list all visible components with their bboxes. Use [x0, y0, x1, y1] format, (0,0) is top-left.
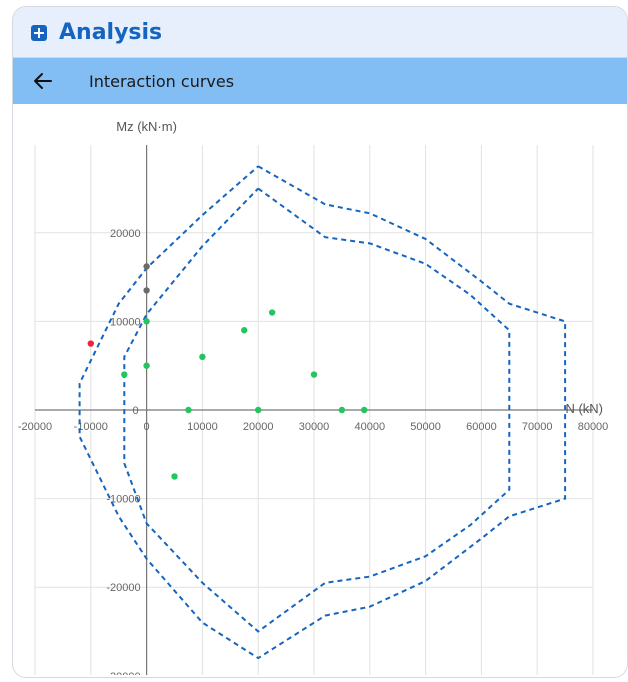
data-point [268, 309, 276, 316]
data-point [143, 263, 150, 270]
x-tick-label: 30000 [299, 421, 330, 433]
x-tick-label: 10000 [187, 421, 218, 433]
y-tick-label: 10000 [110, 316, 141, 328]
data-point [143, 362, 150, 369]
data-point [310, 371, 318, 378]
x-tick-label: 60000 [466, 421, 497, 433]
x-tick-label: -20000 [18, 421, 52, 433]
x-tick-label: 70000 [522, 421, 553, 433]
app-header: Analysis [13, 7, 627, 58]
y-tick-label: -30000 [106, 671, 140, 682]
data-point [143, 287, 150, 294]
y-tick-label: -20000 [106, 582, 140, 594]
x-tick-label: -10000 [74, 421, 108, 433]
x-tick-label: 20000 [243, 421, 274, 433]
x-tick-label: 0 [144, 421, 150, 433]
x-tick-label: 40000 [355, 421, 386, 433]
y-tick-label: 0 [132, 405, 138, 417]
data-point [143, 318, 150, 325]
data-point [241, 327, 248, 334]
x-tick-label: 50000 [410, 421, 441, 433]
data-point [199, 353, 206, 361]
data-point [338, 406, 346, 414]
data-point [87, 340, 95, 347]
y-tick-label: 20000 [110, 228, 141, 240]
calculator-icon [31, 25, 47, 41]
page-title: Interaction curves [89, 72, 235, 91]
data-point [255, 406, 262, 414]
data-point [185, 406, 192, 414]
arrow-left-icon[interactable] [33, 72, 53, 90]
data-point [361, 406, 368, 414]
analysis-card: Analysis Interaction curves [12, 6, 628, 678]
y-tick-label: -10000 [106, 494, 140, 506]
interaction-curve-2 [123, 187, 511, 633]
interaction-curve-1 [78, 165, 567, 660]
y-axis-title: Mz (kN·m) [116, 119, 177, 134]
subheader-bar: Interaction curves [13, 58, 627, 104]
app-title: Analysis [59, 20, 163, 45]
data-point [171, 473, 178, 480]
x-axis-title: N (kN) [565, 401, 603, 416]
data-point [121, 371, 128, 378]
x-tick-label: 80000 [578, 421, 609, 433]
